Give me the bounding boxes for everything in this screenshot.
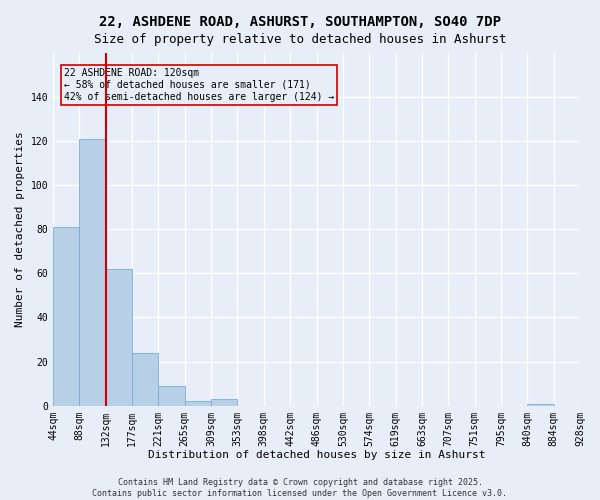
Bar	[211, 399, 238, 406]
Bar	[158, 386, 185, 406]
Bar	[106, 269, 132, 406]
Bar	[185, 402, 211, 406]
Bar	[79, 138, 106, 406]
Bar	[527, 404, 554, 406]
Y-axis label: Number of detached properties: Number of detached properties	[15, 131, 25, 327]
Bar	[132, 352, 158, 406]
Text: Size of property relative to detached houses in Ashurst: Size of property relative to detached ho…	[94, 32, 506, 46]
Bar	[53, 227, 79, 406]
Text: Contains HM Land Registry data © Crown copyright and database right 2025.
Contai: Contains HM Land Registry data © Crown c…	[92, 478, 508, 498]
Text: 22 ASHDENE ROAD: 120sqm
← 58% of detached houses are smaller (171)
42% of semi-d: 22 ASHDENE ROAD: 120sqm ← 58% of detache…	[64, 68, 334, 102]
X-axis label: Distribution of detached houses by size in Ashurst: Distribution of detached houses by size …	[148, 450, 485, 460]
Text: 22, ASHDENE ROAD, ASHURST, SOUTHAMPTON, SO40 7DP: 22, ASHDENE ROAD, ASHURST, SOUTHAMPTON, …	[99, 15, 501, 29]
